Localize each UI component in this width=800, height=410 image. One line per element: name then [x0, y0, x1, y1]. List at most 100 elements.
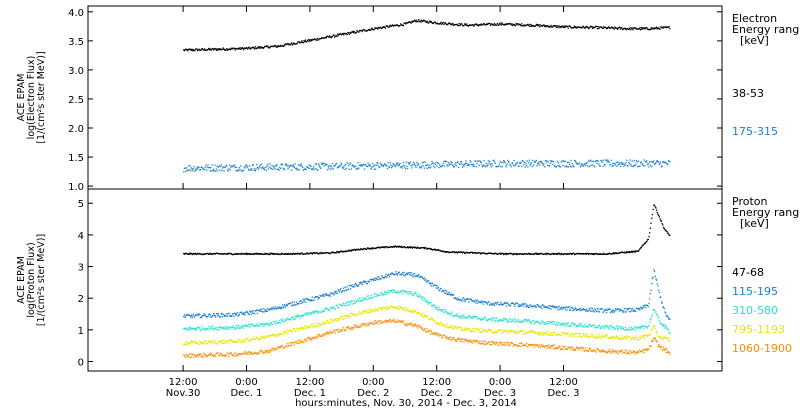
data-point	[345, 314, 348, 316]
data-point	[467, 327, 469, 330]
data-point	[315, 39, 317, 41]
data-point	[496, 331, 498, 333]
data-point	[204, 314, 206, 316]
data-point	[377, 28, 379, 30]
data-point	[220, 340, 222, 342]
data-point	[252, 310, 254, 312]
data-point	[406, 22, 408, 24]
data-point	[600, 336, 602, 338]
data-point	[193, 354, 195, 356]
data-point	[288, 302, 291, 305]
data-point	[358, 284, 360, 286]
data-point	[598, 311, 601, 313]
data-point	[417, 293, 419, 295]
data-point	[541, 162, 544, 165]
data-point	[480, 318, 482, 321]
data-point	[361, 248, 364, 251]
data-point	[556, 324, 558, 326]
data-point	[416, 164, 418, 166]
data-point	[386, 25, 389, 27]
data-point	[286, 329, 288, 331]
data-point	[307, 314, 309, 316]
data-point	[213, 354, 215, 356]
data-point	[377, 308, 379, 310]
data-point	[249, 253, 251, 256]
data-point	[583, 333, 585, 335]
data-point	[320, 324, 322, 326]
data-point	[313, 252, 316, 255]
data-point	[347, 316, 350, 318]
data-point	[547, 346, 549, 348]
data-point	[626, 309, 628, 311]
data-point	[357, 285, 359, 287]
data-point	[297, 252, 299, 254]
data-point	[580, 307, 582, 309]
data-point	[605, 351, 608, 353]
data-point	[659, 163, 661, 165]
data-point	[569, 325, 571, 327]
data-point	[565, 332, 567, 335]
data-point	[329, 319, 332, 321]
data-point	[657, 213, 659, 215]
data-point	[404, 246, 407, 249]
data-point	[230, 47, 232, 49]
data-point	[544, 333, 546, 335]
data-point	[325, 294, 327, 296]
data-point	[224, 315, 227, 317]
data-point	[523, 333, 526, 335]
data-point	[389, 289, 391, 292]
data-point	[665, 162, 667, 165]
data-point	[461, 341, 463, 343]
data-point	[359, 249, 361, 251]
data-point	[243, 312, 245, 314]
data-point	[426, 20, 428, 22]
data-point	[574, 307, 576, 309]
data-point	[388, 307, 391, 309]
data-point	[547, 307, 549, 309]
data-point	[589, 253, 591, 255]
data-point	[628, 336, 631, 338]
data-point	[361, 282, 363, 284]
data-point	[265, 350, 267, 352]
data-point	[477, 252, 479, 254]
data-point	[337, 306, 339, 309]
data-point	[307, 39, 309, 41]
data-point	[446, 325, 448, 327]
data-point	[322, 252, 324, 254]
data-point	[559, 166, 561, 168]
data-point	[262, 336, 264, 338]
data-point	[384, 307, 387, 309]
data-point	[630, 250, 633, 252]
data-point	[662, 26, 665, 28]
data-point	[369, 247, 371, 250]
data-point	[632, 29, 634, 31]
data-point	[517, 253, 519, 255]
data-point	[411, 246, 413, 248]
data-point	[492, 331, 494, 333]
data-point	[610, 159, 613, 161]
data-point	[190, 353, 192, 355]
data-point	[336, 304, 338, 307]
data-point	[272, 323, 274, 325]
data-point	[293, 253, 295, 255]
data-point	[267, 323, 269, 325]
data-point	[468, 315, 471, 317]
data-point	[544, 160, 546, 162]
data-point	[652, 309, 654, 311]
data-point	[478, 342, 480, 344]
data-point	[265, 323, 268, 325]
data-point	[214, 164, 216, 166]
data-point	[509, 23, 512, 25]
data-point	[277, 252, 279, 255]
data-point	[279, 253, 281, 255]
data-point	[277, 168, 279, 170]
data-point	[414, 311, 416, 313]
data-point	[600, 308, 602, 310]
data-point	[619, 350, 621, 353]
data-point	[566, 324, 569, 326]
data-point	[448, 326, 450, 329]
data-point	[500, 341, 502, 343]
data-point	[586, 325, 588, 327]
data-point	[452, 251, 454, 253]
data-point	[379, 162, 382, 164]
